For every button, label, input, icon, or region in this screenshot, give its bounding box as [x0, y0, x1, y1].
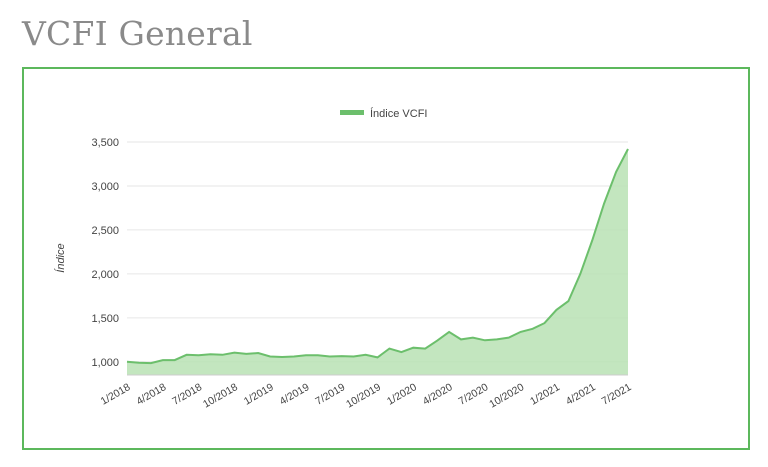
data-point [209, 353, 211, 355]
legend-swatch [340, 110, 364, 115]
x-tick-label: 4/2021 [564, 381, 598, 408]
data-point [567, 300, 569, 302]
data-point [269, 355, 271, 357]
series-area [126, 148, 629, 375]
data-point [341, 355, 343, 357]
x-tick-label: 7/2021 [600, 381, 634, 408]
y-axis-label: Índice [54, 243, 67, 272]
x-tick-label: 7/2019 [313, 381, 347, 408]
area-fill [127, 149, 628, 375]
data-point [448, 331, 450, 333]
data-point [412, 347, 414, 349]
x-tick-label: 1/2021 [528, 381, 562, 408]
data-point [174, 359, 176, 361]
data-point [281, 356, 283, 358]
data-point [555, 309, 557, 311]
legend: Índice VCFI [340, 107, 427, 120]
x-tick-label: 10/2020 [487, 381, 526, 410]
y-tick-label: 2,000 [91, 269, 119, 281]
x-tick-label: 7/2020 [457, 381, 491, 408]
data-point [388, 347, 390, 349]
data-point [627, 148, 629, 150]
data-point [197, 354, 199, 356]
data-point [615, 171, 617, 173]
x-tick-label: 10/2018 [201, 381, 240, 410]
data-point [126, 361, 128, 363]
y-tick-label: 3,000 [91, 181, 119, 193]
y-tick-label: 1,500 [91, 313, 119, 325]
data-point [496, 338, 498, 340]
data-point [519, 331, 521, 333]
data-point [591, 239, 593, 241]
data-point [329, 355, 331, 357]
data-point [233, 351, 235, 353]
legend-label: Índice VCFI [370, 107, 427, 120]
chart-frame: 1,000 1,500 2,000 2,500 3,000 3,500 1/2018 4/20… [22, 67, 750, 450]
data-point [508, 336, 510, 338]
data-point [138, 362, 140, 364]
data-point [531, 328, 533, 330]
x-tick-label: 1/2019 [242, 381, 276, 408]
y-tick-label: 3,500 [91, 137, 119, 149]
data-point [364, 354, 366, 356]
data-point [376, 356, 378, 358]
x-tick-label: 1/2018 [99, 381, 133, 408]
data-point [400, 351, 402, 353]
x-tick-label: 1/2020 [385, 381, 419, 408]
data-point [436, 340, 438, 342]
data-point [293, 355, 295, 357]
data-point [305, 354, 307, 356]
data-point [460, 338, 462, 340]
data-point [245, 353, 247, 355]
page-title: VCFI General [22, 14, 253, 53]
data-point [472, 336, 474, 338]
x-tick-label: 4/2020 [421, 381, 455, 408]
data-point [185, 354, 187, 356]
data-point [424, 347, 426, 349]
series-line [126, 148, 629, 365]
y-tick-label: 1,000 [91, 357, 119, 369]
x-tick-label: 4/2018 [134, 381, 168, 408]
x-tick-label: 7/2018 [170, 381, 204, 408]
data-point [162, 359, 164, 361]
data-point [603, 202, 605, 204]
data-point [150, 362, 152, 364]
data-point [352, 355, 354, 357]
data-point [317, 354, 319, 356]
data-point [257, 352, 259, 354]
data-point [221, 354, 223, 356]
x-tick-label: 10/2019 [344, 381, 383, 410]
data-point [484, 339, 486, 341]
data-point [543, 322, 545, 324]
x-tick-label: 4/2019 [278, 381, 312, 408]
y-tick-label: 2,500 [91, 225, 119, 237]
data-point [579, 273, 581, 275]
